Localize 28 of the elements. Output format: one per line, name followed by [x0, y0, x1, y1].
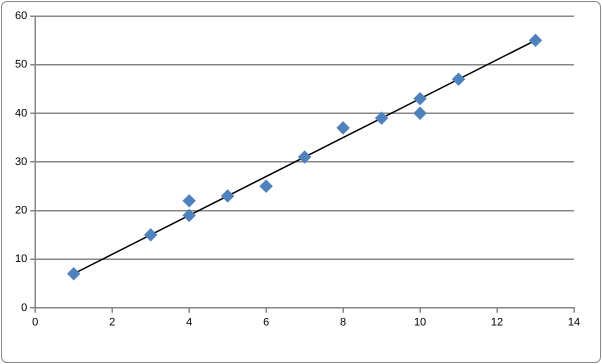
- x-tick-label: 0: [32, 316, 38, 328]
- point: [298, 150, 312, 164]
- point: [414, 92, 427, 106]
- point: [260, 180, 273, 193]
- point: [529, 34, 542, 47]
- y-tick-label: 60: [14, 10, 28, 22]
- point: [182, 194, 196, 208]
- y-tick-label: 10: [14, 253, 28, 266]
- point: [375, 112, 388, 125]
- point: [182, 208, 196, 222]
- x-tick-label: 8: [340, 316, 346, 328]
- point: [452, 72, 466, 86]
- point: [414, 106, 427, 120]
- y-tick-label: 20: [14, 204, 28, 217]
- point: [221, 189, 234, 202]
- x-tick-label: 2: [109, 316, 116, 328]
- x-tick-label: 12: [490, 316, 504, 328]
- point: [336, 121, 350, 134]
- point: [144, 228, 158, 242]
- x-tick-label: 4: [186, 316, 192, 328]
- x-tick-label: 10: [414, 316, 426, 328]
- y-tick-label: 0: [21, 302, 28, 314]
- x-tick-label: 14: [568, 316, 580, 328]
- y-tick-label: 30: [14, 156, 28, 168]
- point: [67, 267, 80, 280]
- y-tick-label: 40: [14, 107, 28, 120]
- y-tick-label: 50: [14, 58, 28, 71]
- x-tick-label: 6: [263, 316, 270, 328]
